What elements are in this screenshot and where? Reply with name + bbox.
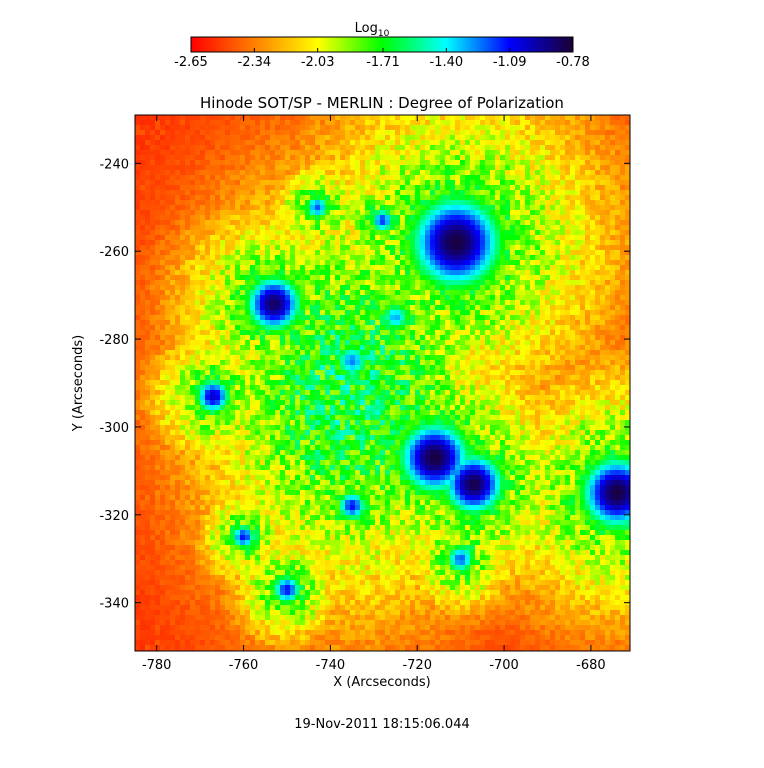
y-axis-ticks: -240 -260 -280 -300 -320 -340 [99,157,630,612]
x-tick-label: -780 [142,658,172,673]
colorbar-tick-label: -1.71 [366,55,400,70]
heatmap-cells [135,115,630,651]
plot-frame [134,114,631,652]
colorbar-tick-label: -2.65 [174,55,208,70]
x-tick-label: -720 [402,658,432,673]
colorbar-label-sub: 10 [378,29,390,39]
x-axis-ticks: -780 -760 -740 -720 -700 -680 [142,115,606,673]
colorbar-label-base: Log [355,21,378,36]
y-tick-label: -240 [99,157,129,172]
x-tick-label: -680 [576,658,606,673]
y-axis-label: Y (Arcseconds) [71,335,86,432]
colorbar-tick-label: -2.03 [301,55,335,70]
x-tick-label: -760 [229,658,259,673]
y-tick-label: -320 [99,509,129,524]
chart-title: Hinode SOT/SP - MERLIN : Degree of Polar… [200,94,564,112]
y-tick-label: -300 [99,421,129,436]
colorbar-tick-label: -2.34 [238,55,272,70]
y-tick-label: -260 [99,245,129,260]
y-tick-label: -280 [99,333,129,348]
colorbar-label: Log10 [355,21,390,39]
colorbar-tick-label: -1.09 [493,55,527,70]
x-tick-label: -740 [316,658,346,673]
x-tick-label: -700 [489,658,519,673]
timestamp: 19-Nov-2011 18:15:06.044 [294,717,470,732]
x-axis-label: X (Arcseconds) [333,675,430,690]
colorbar-tick-label: -0.78 [556,55,590,70]
y-tick-label: -340 [99,597,129,612]
colorbar-tick-label: -1.40 [430,55,464,70]
colorbar [190,36,574,53]
colorbar-ticks: -2.65 -2.34 -2.03 -1.71 -1.40 -1.09 -0.78 [174,48,590,70]
